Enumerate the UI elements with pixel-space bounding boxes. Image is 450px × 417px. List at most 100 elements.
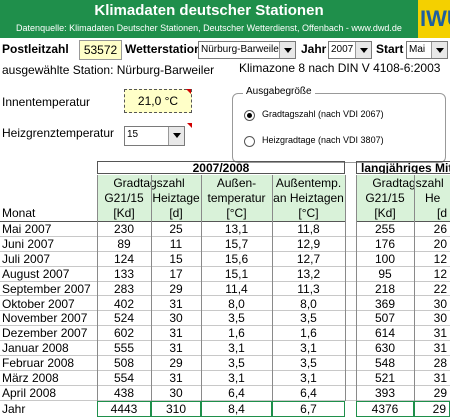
cell-g2115: 89 [117, 236, 131, 251]
cell-aussentemp: 6,4 [228, 385, 245, 400]
table-row: November 2007 524 30 3,5 3,5 507 30 [0, 311, 450, 327]
cell-month: September 2007 [2, 281, 91, 296]
heizgradtage-option-label[interactable]: Heizgradtage (nach VDI 3807) [262, 135, 384, 145]
cell-lm-heiztage: 31 [433, 371, 447, 385]
cell-lm-heiztage: 20 [433, 236, 447, 251]
cell-aussentemp-heiztage: 11,8 [297, 222, 320, 236]
comment-indicator-icon [187, 123, 192, 128]
table-row: Mai 2007 230 25 13,1 11,8 255 26 [0, 222, 450, 237]
cell-aussentemp-heiztage: 6,4 [300, 385, 317, 400]
cell-heiztage: 31 [169, 341, 183, 356]
cell-lm-heiztage: 31 [433, 326, 447, 341]
cell-aussentemp: 1,6 [228, 326, 245, 341]
cell-aussentemp-heiztage: 3,5 [300, 311, 317, 326]
gradtagszahl-option-label[interactable]: Gradtagszahl (nach VDI 2067) [262, 109, 384, 119]
start-value: Mai [409, 44, 426, 55]
cell-month: November 2007 [2, 311, 88, 326]
column-divider [201, 175, 202, 401]
table-row: März 2008 554 31 3,1 3,1 521 31 [0, 371, 450, 386]
table-row: Januar 2008 555 31 3,1 3,1 630 31 [0, 341, 450, 357]
cell-month: Dezember 2007 [2, 326, 88, 341]
col-header-aussen-1: Außen- [216, 176, 257, 190]
total-lm-g2115: 4376 [356, 401, 414, 417]
cell-aussentemp-heiztage: 12,7 [296, 251, 321, 266]
col-header-gradtagszahl: Gradtagszahl [113, 176, 185, 190]
total-aussentemp: 8,4 [201, 401, 272, 417]
col-header-lm-heiztage: He [425, 191, 441, 205]
cell-lm-heiztage: 30 [433, 296, 447, 311]
chevron-down-icon[interactable] [431, 42, 447, 58]
cell-lm-g2115: 95 [378, 266, 392, 281]
logo-text: IWU [420, 6, 450, 31]
total-g2115: 4443 [97, 401, 151, 417]
chevron-down-icon[interactable] [279, 42, 295, 58]
col-header-lm-g2115: G21/15 [365, 191, 405, 205]
cell-aussentemp: 15,1 [224, 266, 249, 281]
cell-month: Juli 2007 [2, 251, 51, 266]
app-title: Klimadaten deutscher Stationen [94, 2, 324, 19]
cell-lm-heiztage: 26 [433, 222, 447, 236]
col-header-lm-gradtagszahl: Gradtagszahl [372, 176, 444, 190]
cell-month: August 2007 [2, 266, 70, 281]
cell-month: Juni 2007 [2, 236, 55, 251]
heizgrenz-value: 15 [127, 129, 139, 140]
heizgradtage-radio[interactable] [244, 136, 255, 147]
start-select[interactable]: Mai [406, 41, 448, 59]
table-row: Dezember 2007 602 31 1,6 1,6 614 31 [0, 326, 450, 342]
col-header-monat: Monat [2, 206, 36, 220]
postleitzahl-label: Postleitzahl [2, 42, 69, 56]
column-divider [356, 175, 357, 401]
header-banner [0, 0, 418, 38]
cell-g2115: 524 [113, 311, 135, 326]
cell-heiztage: 11 [169, 236, 183, 251]
wetterstation-select[interactable]: Nürburg-Barweiler [198, 41, 296, 59]
col-header-aussen-hz-2: an Heiztagen [273, 191, 344, 205]
ausgabe-group [232, 93, 446, 163]
cell-aussentemp: 8,0 [228, 296, 245, 311]
chevron-down-icon[interactable] [168, 127, 184, 145]
header-divider-right [356, 221, 450, 222]
cell-lm-g2115: 218 [374, 281, 396, 296]
cell-heiztage: 30 [169, 385, 183, 400]
section-title-2007-2008: 2007/2008 [97, 161, 345, 174]
cell-g2115: 555 [113, 341, 135, 356]
table-row: Juli 2007 124 15 15,6 12,7 100 12 [0, 252, 450, 267]
gradtagszahl-radio[interactable] [244, 110, 255, 121]
cell-month: Mai 2007 [2, 222, 52, 236]
table-row: August 2007 133 17 15,1 13,2 95 12 [0, 267, 450, 282]
iwu-logo [418, 0, 450, 38]
unit-degc-2: [°C] [298, 206, 319, 220]
table-row: Juni 2007 89 11 15,7 12,9 176 20 [0, 237, 450, 252]
cell-month: März 2008 [2, 371, 59, 385]
jahr-select[interactable]: 2007 [328, 41, 372, 59]
col-header-heiztage: Heiztage [152, 191, 200, 205]
unit-lm-d: [d [437, 206, 448, 220]
cell-lm-g2115: 369 [374, 296, 396, 311]
cell-aussentemp: 11,4 [225, 281, 248, 296]
total-aussentemp-heiztage: 6,7 [272, 401, 345, 417]
postleitzahl-input[interactable]: 53572 [79, 40, 122, 60]
cell-g2115: 508 [113, 356, 135, 371]
cell-lm-g2115: 393 [374, 385, 396, 400]
cell-lm-heiztage: 12 [433, 251, 447, 266]
cell-g2115: 402 [113, 296, 135, 311]
cell-heiztage: 31 [169, 371, 183, 385]
cell-month: Januar 2008 [2, 341, 69, 356]
chevron-down-icon[interactable] [355, 42, 371, 58]
table-row: Oktober 2007 402 31 8,0 8,0 369 30 [0, 297, 450, 312]
cell-heiztage: 15 [169, 251, 183, 266]
table-row: Februar 2008 508 29 3,5 3,5 548 28 [0, 356, 450, 371]
cell-month: Oktober 2007 [2, 296, 75, 311]
unit-kd: [Kd] [113, 206, 135, 220]
start-label: Start [376, 42, 404, 56]
wetterstation-label: Wetterstation [125, 42, 202, 56]
jahr-value: 2007 [331, 44, 354, 55]
col-header-aussen-hz-1: Außentemp. [275, 176, 342, 190]
selected-station-text: ausgewählte Station: Nürburg-Barweiler [2, 63, 215, 77]
cell-lm-g2115: 507 [374, 311, 396, 326]
heizgrenz-select[interactable]: 15 [124, 126, 185, 146]
innentemperatur-input[interactable]: 21,0 °C [124, 89, 192, 113]
ausgabe-group-title: Ausgabegröße [243, 86, 315, 97]
cell-heiztage: 25 [169, 222, 183, 236]
cell-lm-heiztage: 28 [433, 356, 447, 371]
